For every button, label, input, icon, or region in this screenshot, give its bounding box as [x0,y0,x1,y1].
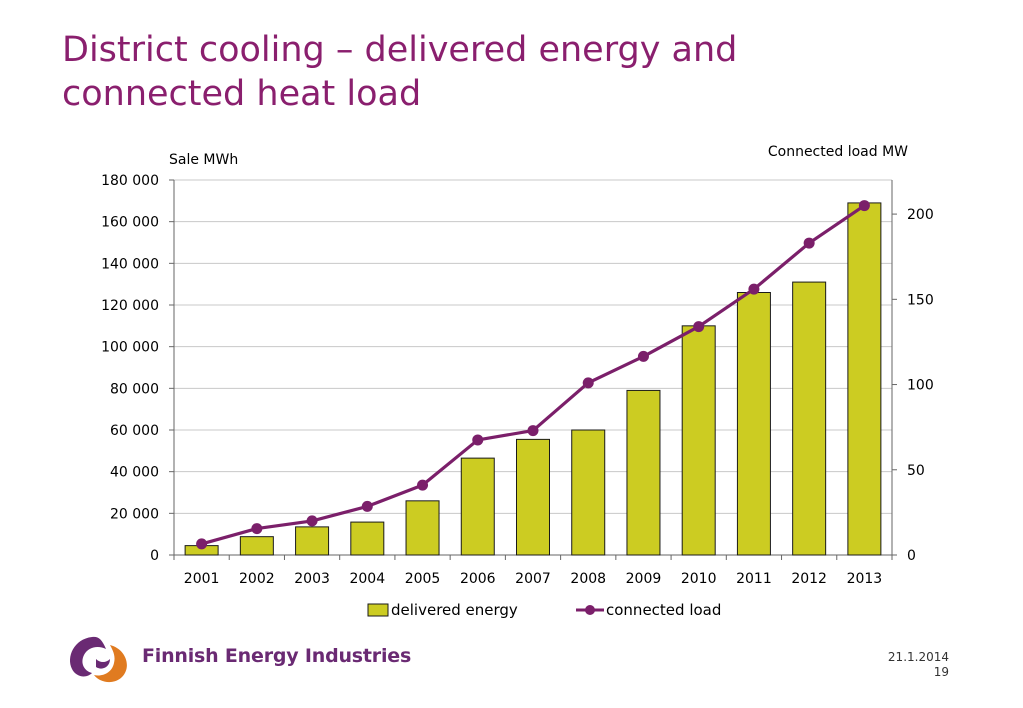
line-point [196,538,208,550]
left-axis-tick-label: 0 [150,548,159,564]
line-point [693,321,705,333]
line-point [472,434,484,446]
bar [295,526,330,556]
left-axis-tick-label: 20 000 [110,506,159,522]
bar [516,438,550,556]
x-axis-tick-label: 2001 [184,571,220,587]
legend-swatch-delivered-energy [367,603,389,617]
left-axis-tick-label: 100 000 [101,340,159,356]
right-axis-tick-label: 0 [907,548,916,564]
bar [405,500,440,556]
line-point [748,283,760,295]
left-axis-tick-label: 140 000 [101,256,159,272]
bar [847,202,882,556]
right-axis-tick-label: 200 [907,207,934,223]
logo-mark-icon [70,636,127,683]
x-axis-tick-label: 2013 [847,571,883,587]
x-axis-tick-label: 2003 [294,571,330,587]
line-point [803,237,815,249]
slide-page-number: 19 [933,665,949,679]
axis-labels: 0 20 000 40 000 60 000 80 000 100 000 120 000 1… [101,144,934,587]
slide-title-line-1: District cooling – delivered energy and [62,30,738,70]
line-point [417,479,429,491]
bar [736,292,771,556]
bar [460,457,495,556]
line-point [582,377,594,389]
company-logo: Finnish Energy Industries [66,629,411,685]
legend-label-delivered-energy: delivered energy [391,601,518,619]
x-axis-tick-label: 2009 [626,571,662,587]
left-axis-tick-label: 40 000 [110,465,159,481]
bar [350,521,385,556]
right-axis-tick-label: 100 [907,378,934,394]
legend-marker-connected-load [585,605,595,615]
x-axis-tick-label: 2005 [405,571,441,587]
line-point [361,500,373,512]
line-point [858,200,870,212]
left-axis-tick-label: 60 000 [110,423,159,439]
line-point [527,425,539,437]
left-axis-title: Sale MWh [169,152,238,168]
x-axis-tick-label: 2010 [681,571,717,587]
x-axis-tick-label: 2012 [791,571,827,587]
left-axis-tick-label: 80 000 [110,381,159,397]
x-axis-tick-label: 2006 [460,571,496,587]
bar [626,389,661,556]
bar-series-delivered-energy [184,202,882,556]
slide-title: District cooling – delivered energy and … [62,28,962,116]
x-axis-tick-label: 2007 [515,571,551,587]
left-axis-tick-label: 180 000 [101,173,159,189]
x-axis-tick-label: 2002 [239,571,275,587]
bar [792,281,827,556]
right-axis-title: Connected load MW [768,144,908,160]
bar [681,325,716,556]
line-point [306,515,318,527]
slide-title-line-2: connected heat load [62,74,422,114]
left-axis-tick-label: 160 000 [101,215,159,231]
slide-footer: 21.1.2014 19 [888,650,949,680]
bar [571,429,606,556]
line-series-connected-load [196,200,870,550]
line-point [637,350,649,362]
x-axis-tick-label: 2008 [570,571,606,587]
line-point [251,523,263,535]
right-axis-tick-label: 50 [907,463,925,479]
chart-legend: delivered energy connected load [367,601,721,619]
right-axis-tick-label: 150 [907,292,934,308]
legend-label-connected-load: connected load [606,601,721,619]
logo-text: Finnish Energy Industries [142,645,412,667]
left-axis-tick-label: 120 000 [101,298,159,314]
bar [239,536,274,556]
slide-date: 21.1.2014 [887,650,949,664]
x-axis-tick-label: 2011 [736,571,772,587]
x-axis-tick-label: 2004 [349,571,385,587]
